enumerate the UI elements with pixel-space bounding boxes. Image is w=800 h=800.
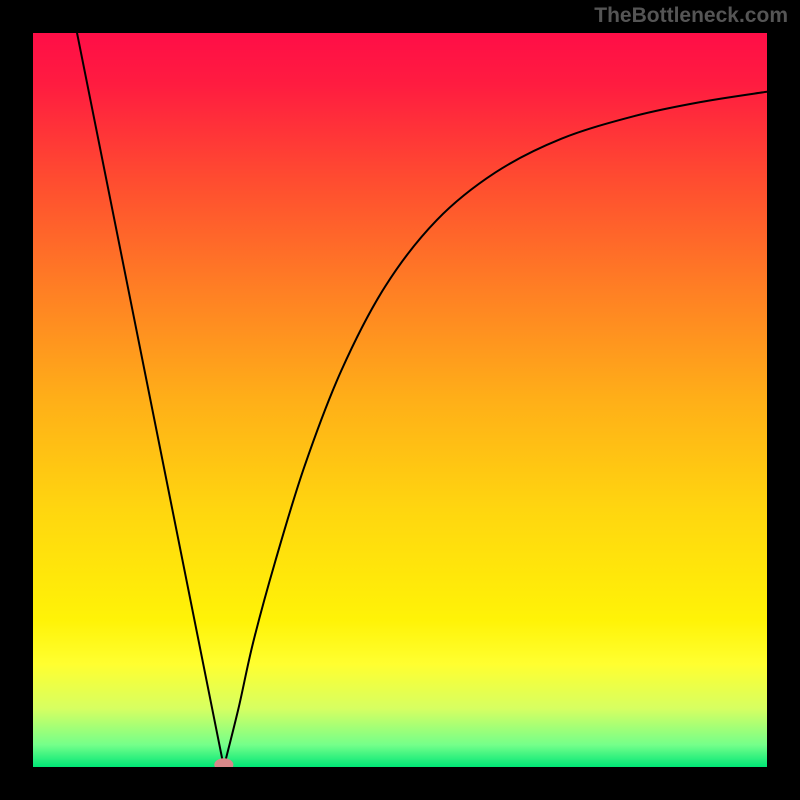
chart-svg [33,33,767,767]
chart-background [33,33,767,767]
watermark-text: TheBottleneck.com [594,4,788,28]
chart-area [33,33,767,767]
outer-frame: TheBottleneck.com [0,0,800,800]
